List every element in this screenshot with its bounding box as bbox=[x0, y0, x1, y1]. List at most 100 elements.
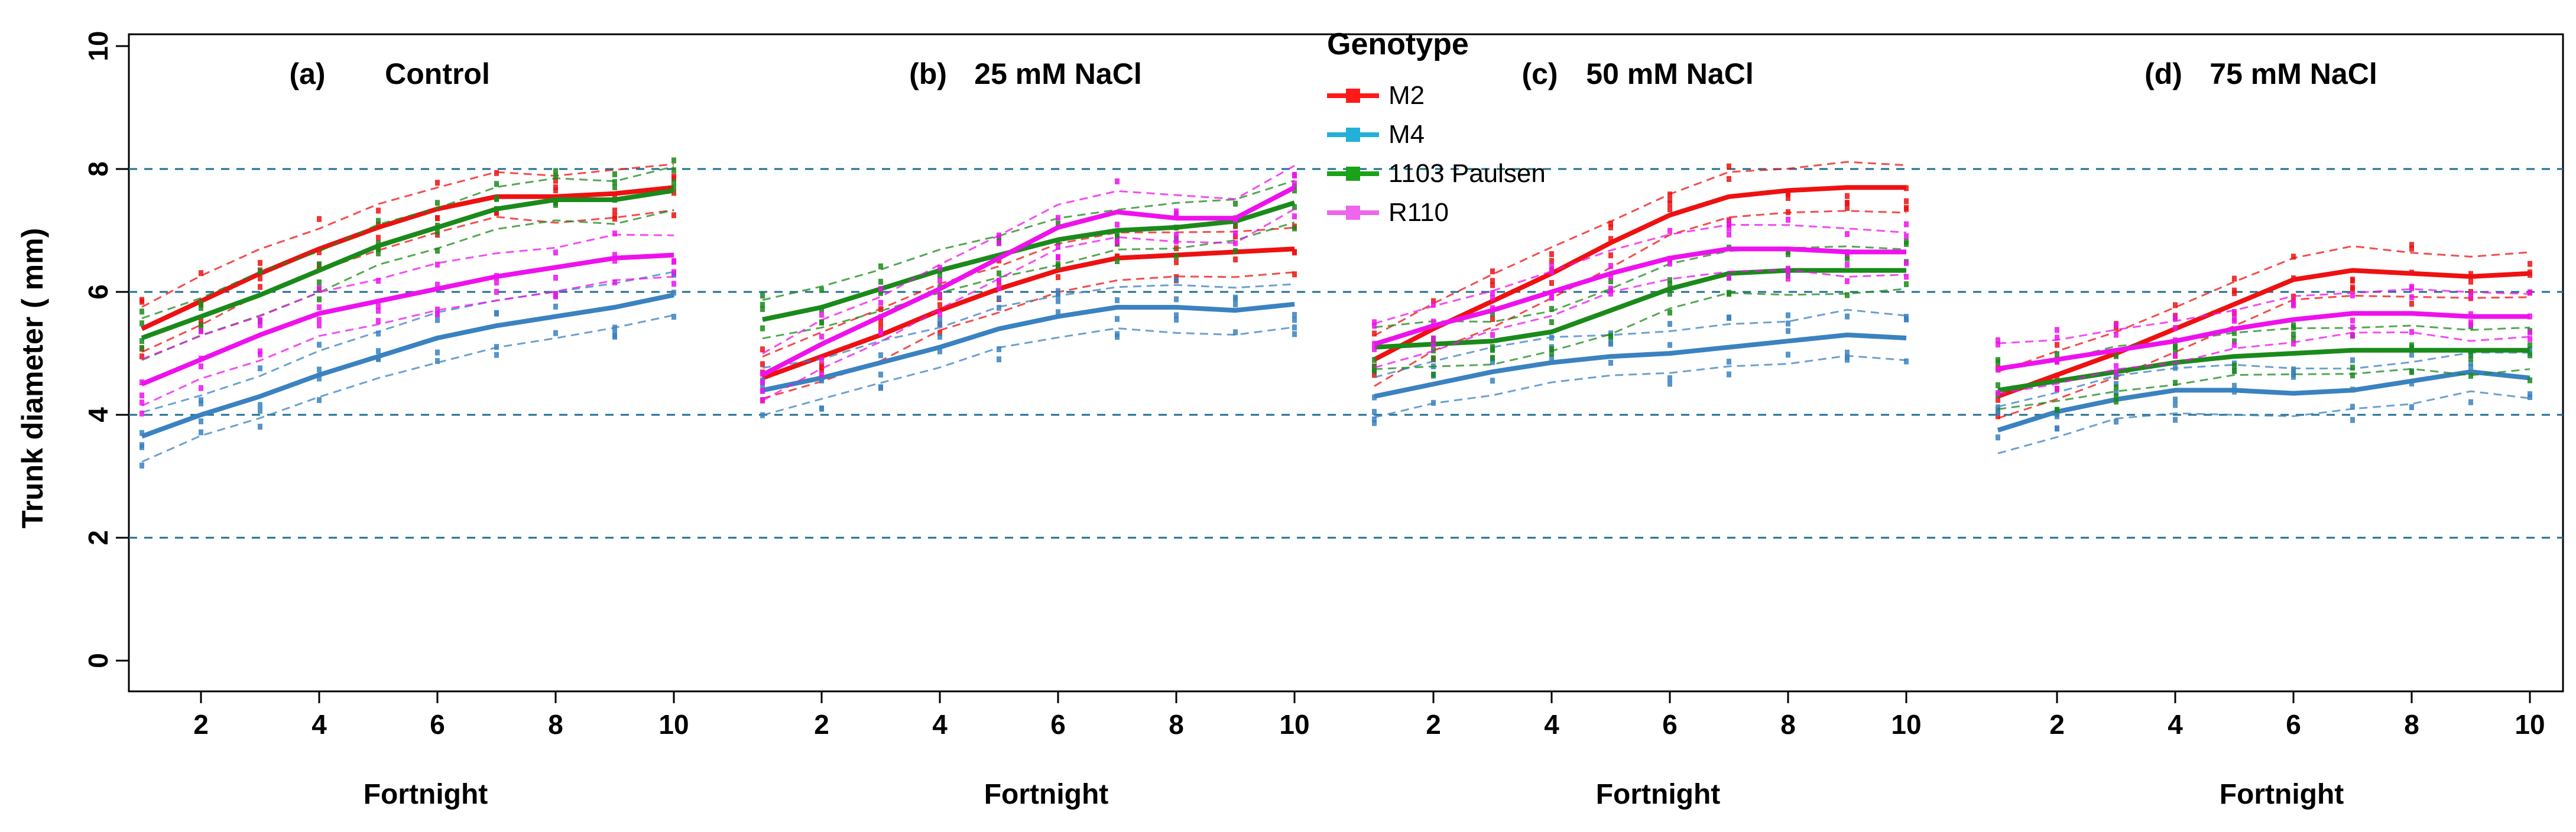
confidence-band-line bbox=[1374, 308, 1907, 379]
data-point bbox=[2055, 407, 2059, 413]
y-tick-label: 10 bbox=[83, 31, 113, 61]
data-point bbox=[199, 270, 203, 277]
data-point bbox=[1056, 254, 1060, 260]
data-point bbox=[671, 184, 676, 191]
data-point bbox=[937, 277, 942, 284]
data-point bbox=[760, 301, 765, 308]
data-point bbox=[2528, 329, 2532, 336]
data-point bbox=[1490, 359, 1495, 365]
y-tick-label: 6 bbox=[83, 284, 113, 300]
legend-label: R110 bbox=[1388, 198, 1449, 227]
confidence-band-line bbox=[141, 275, 674, 407]
data-point bbox=[1292, 317, 1297, 323]
panel-title: 50 mM NaCl bbox=[1586, 57, 1753, 90]
data-point bbox=[1549, 269, 1554, 275]
data-point bbox=[1372, 372, 1377, 378]
data-point bbox=[1372, 368, 1377, 374]
data-point bbox=[1904, 198, 1909, 204]
data-point bbox=[1786, 216, 1790, 223]
x-tick-label: 4 bbox=[1544, 709, 1559, 740]
data-point bbox=[612, 184, 617, 190]
data-point bbox=[1115, 331, 1120, 337]
data-point bbox=[671, 167, 676, 174]
data-point bbox=[139, 297, 144, 303]
data-point bbox=[199, 429, 203, 436]
data-point bbox=[1233, 200, 1238, 207]
data-point bbox=[878, 352, 883, 359]
data-point bbox=[1174, 277, 1179, 283]
data-point bbox=[376, 246, 381, 253]
confidence-band-line bbox=[762, 208, 1295, 401]
data-point bbox=[2350, 324, 2355, 331]
series-line bbox=[1373, 246, 1906, 347]
series-line bbox=[762, 301, 1295, 393]
data-point bbox=[494, 288, 499, 295]
data-point bbox=[671, 314, 676, 320]
data-point bbox=[1786, 312, 1790, 318]
data-point bbox=[997, 356, 1001, 363]
data-point bbox=[435, 311, 440, 317]
data-point bbox=[1549, 350, 1554, 357]
data-point bbox=[1996, 434, 2000, 441]
data-point bbox=[1233, 256, 1238, 263]
data-point bbox=[1115, 230, 1120, 237]
data-point bbox=[1608, 290, 1613, 297]
data-point bbox=[2350, 333, 2355, 339]
data-point bbox=[258, 259, 262, 266]
x-tick-label: 4 bbox=[932, 709, 948, 740]
data-point bbox=[937, 302, 942, 308]
data-point bbox=[1608, 274, 1613, 280]
data-point bbox=[819, 319, 824, 326]
panel-title: 25 mM NaCl bbox=[974, 57, 1141, 90]
data-point bbox=[317, 304, 322, 311]
data-point bbox=[258, 322, 262, 329]
data-point bbox=[376, 318, 381, 324]
data-point bbox=[1549, 294, 1554, 300]
data-point bbox=[760, 292, 765, 299]
data-point bbox=[2409, 352, 2414, 358]
x-axis-label: Fortnight bbox=[984, 779, 1109, 810]
data-point bbox=[258, 284, 262, 290]
data-point bbox=[2409, 294, 2414, 301]
data-point bbox=[2468, 321, 2473, 328]
data-point bbox=[1174, 259, 1179, 265]
data-point bbox=[1549, 334, 1554, 341]
data-point bbox=[1174, 296, 1179, 303]
series-line bbox=[762, 200, 1296, 322]
data-point bbox=[1727, 225, 1731, 232]
data-point bbox=[1845, 349, 1850, 356]
data-point bbox=[671, 281, 676, 287]
data-point bbox=[1727, 314, 1731, 321]
data-point bbox=[1996, 404, 2000, 411]
data-point bbox=[2232, 308, 2237, 315]
data-point bbox=[2350, 372, 2355, 379]
data-point bbox=[1233, 233, 1238, 239]
data-point bbox=[1786, 352, 1790, 358]
data-point bbox=[199, 400, 203, 407]
data-point bbox=[199, 397, 203, 404]
data-point bbox=[1904, 260, 1909, 266]
confidence-band-line bbox=[1374, 223, 1907, 324]
data-point bbox=[2114, 369, 2118, 375]
data-point bbox=[553, 202, 558, 208]
confidence-band-line bbox=[1997, 368, 2530, 410]
data-point bbox=[1667, 228, 1672, 234]
data-point bbox=[494, 181, 499, 187]
data-point bbox=[2409, 344, 2414, 350]
data-point bbox=[1608, 236, 1613, 242]
data-point bbox=[2528, 377, 2532, 384]
series-line bbox=[1997, 311, 2530, 371]
data-point bbox=[937, 333, 942, 340]
data-point bbox=[1667, 291, 1672, 297]
x-axis-label: Fortnight bbox=[364, 779, 488, 810]
data-point bbox=[760, 396, 765, 403]
data-point bbox=[139, 462, 144, 469]
data-point bbox=[2291, 373, 2296, 380]
panel-label: (d) bbox=[2144, 57, 2182, 90]
data-point bbox=[1727, 219, 1731, 226]
panel-title: Control bbox=[385, 57, 490, 90]
data-point bbox=[553, 303, 558, 310]
data-point bbox=[1786, 272, 1790, 279]
data-point bbox=[1431, 335, 1436, 342]
data-point bbox=[376, 278, 381, 284]
